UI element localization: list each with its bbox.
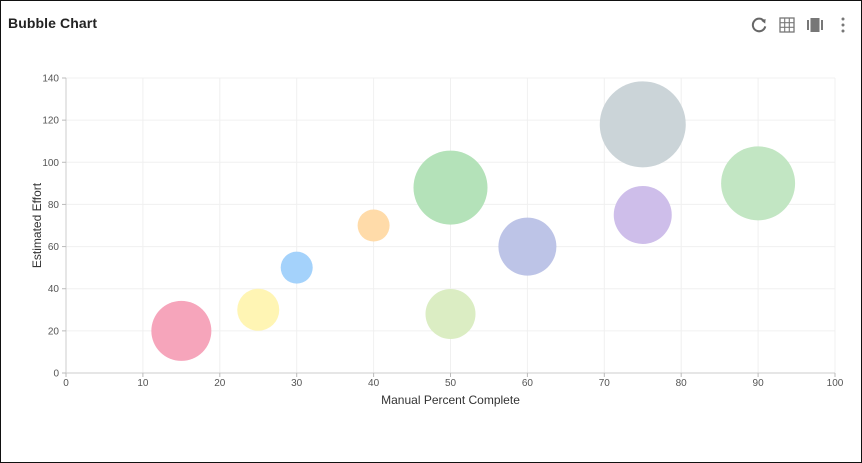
bubble[interactable] (237, 288, 280, 331)
x-axis-ticks: 0 10 20 30 40 50 60 70 80 90 100 (63, 373, 844, 389)
bubble[interactable] (413, 150, 488, 225)
y-tick-label: 80 (48, 200, 60, 211)
x-tick-label: 0 (63, 378, 69, 389)
bubbles (151, 81, 796, 361)
widget-title: Bubble Chart (8, 15, 98, 31)
more-options-icon (834, 16, 852, 34)
x-tick-label: 100 (827, 378, 844, 389)
refresh-icon (750, 16, 768, 34)
y-axis-ticks: 0 20 40 60 80 100 120 140 (42, 74, 66, 380)
y-tick-label: 60 (48, 242, 60, 253)
bubble[interactable] (357, 209, 390, 242)
y-tick-label: 120 (42, 116, 59, 127)
bubble[interactable] (151, 300, 212, 361)
bubble[interactable] (721, 146, 796, 221)
y-tick-label: 0 (53, 369, 59, 380)
y-tick-label: 20 (48, 326, 60, 337)
y-tick-label: 40 (48, 284, 60, 295)
x-tick-label: 60 (522, 378, 534, 389)
refresh-button[interactable] (747, 13, 771, 37)
bubble[interactable] (613, 185, 672, 244)
y-tick-label: 140 (42, 74, 59, 85)
x-tick-label: 90 (753, 378, 765, 389)
y-tick-label: 100 (42, 158, 59, 169)
y-axis-title: Estimated Effort (30, 182, 44, 268)
x-axis-title: Manual Percent Complete (381, 393, 520, 407)
chart-view-icon (806, 16, 824, 34)
x-tick-label: 40 (368, 378, 380, 389)
x-tick-label: 70 (599, 378, 611, 389)
bubble[interactable] (280, 251, 313, 284)
x-tick-label: 80 (676, 378, 688, 389)
x-tick-label: 10 (137, 378, 149, 389)
widget-toolbar (743, 13, 855, 37)
table-view-icon (778, 16, 796, 34)
bubble[interactable] (599, 81, 686, 168)
more-options-button[interactable] (831, 13, 855, 37)
x-tick-label: 20 (214, 378, 226, 389)
chart-view-button[interactable] (803, 13, 827, 37)
bubble[interactable] (498, 217, 557, 276)
x-tick-label: 30 (291, 378, 303, 389)
bubble[interactable] (425, 289, 476, 339)
x-tick-label: 50 (445, 378, 457, 389)
table-view-button[interactable] (775, 13, 799, 37)
